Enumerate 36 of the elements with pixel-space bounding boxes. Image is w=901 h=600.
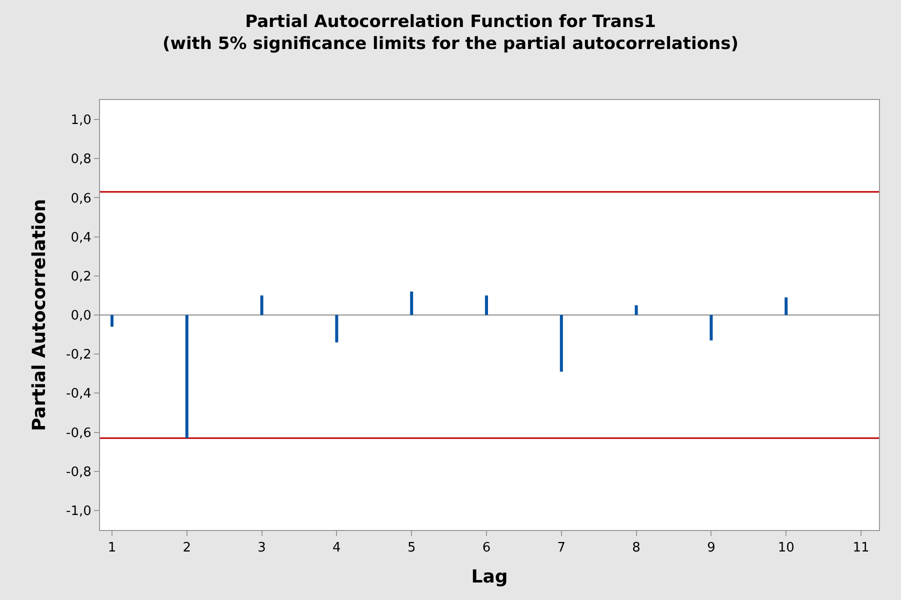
bar [634,305,638,315]
y-tick-label: 0,4 [70,230,92,246]
chart-subtitle: (with 5% significance limits for the partial autocorrelations) [162,34,739,54]
y-axis-title: Partial Autocorrelation [29,198,50,432]
y-tick-label: -0,6 [66,426,92,441]
x-tick-label: 7 [557,540,566,556]
x-tick-label: 8 [632,540,640,556]
x-tick-label: 6 [482,540,491,556]
bar [560,315,563,372]
y-tick-label: -0,2 [66,348,92,363]
x-tick-label: 5 [407,540,416,556]
bar [185,315,188,438]
x-tick-label: 9 [707,540,716,556]
bar [784,297,788,315]
x-tick-label: 1 [108,540,116,556]
x-tick-label: 2 [182,540,192,556]
y-tick-label: 0,8 [70,152,92,168]
bar [110,315,114,327]
bar [485,295,488,315]
bar [260,295,264,315]
y-tick-label: 0,2 [70,269,92,284]
x-tick-label: 10 [778,540,794,556]
bar [410,292,414,315]
y-tick-label: -1,0 [66,504,92,519]
y-tick-label: 0,6 [70,191,92,206]
y-tick-label: -0,4 [66,386,92,402]
bar [710,315,713,340]
bar [335,315,338,342]
x-axis-title: Lag [471,566,508,588]
x-tick-label: 4 [332,540,341,556]
y-tick-label: -0,8 [66,464,92,480]
chart-title: Partial Autocorrelation Function for Trans1 [245,12,656,32]
y-tick-label: 1,0 [70,113,92,128]
x-tick-label: 11 [852,540,870,556]
x-tick-label: 3 [258,540,266,556]
y-tick-label: 0,0 [70,308,92,324]
